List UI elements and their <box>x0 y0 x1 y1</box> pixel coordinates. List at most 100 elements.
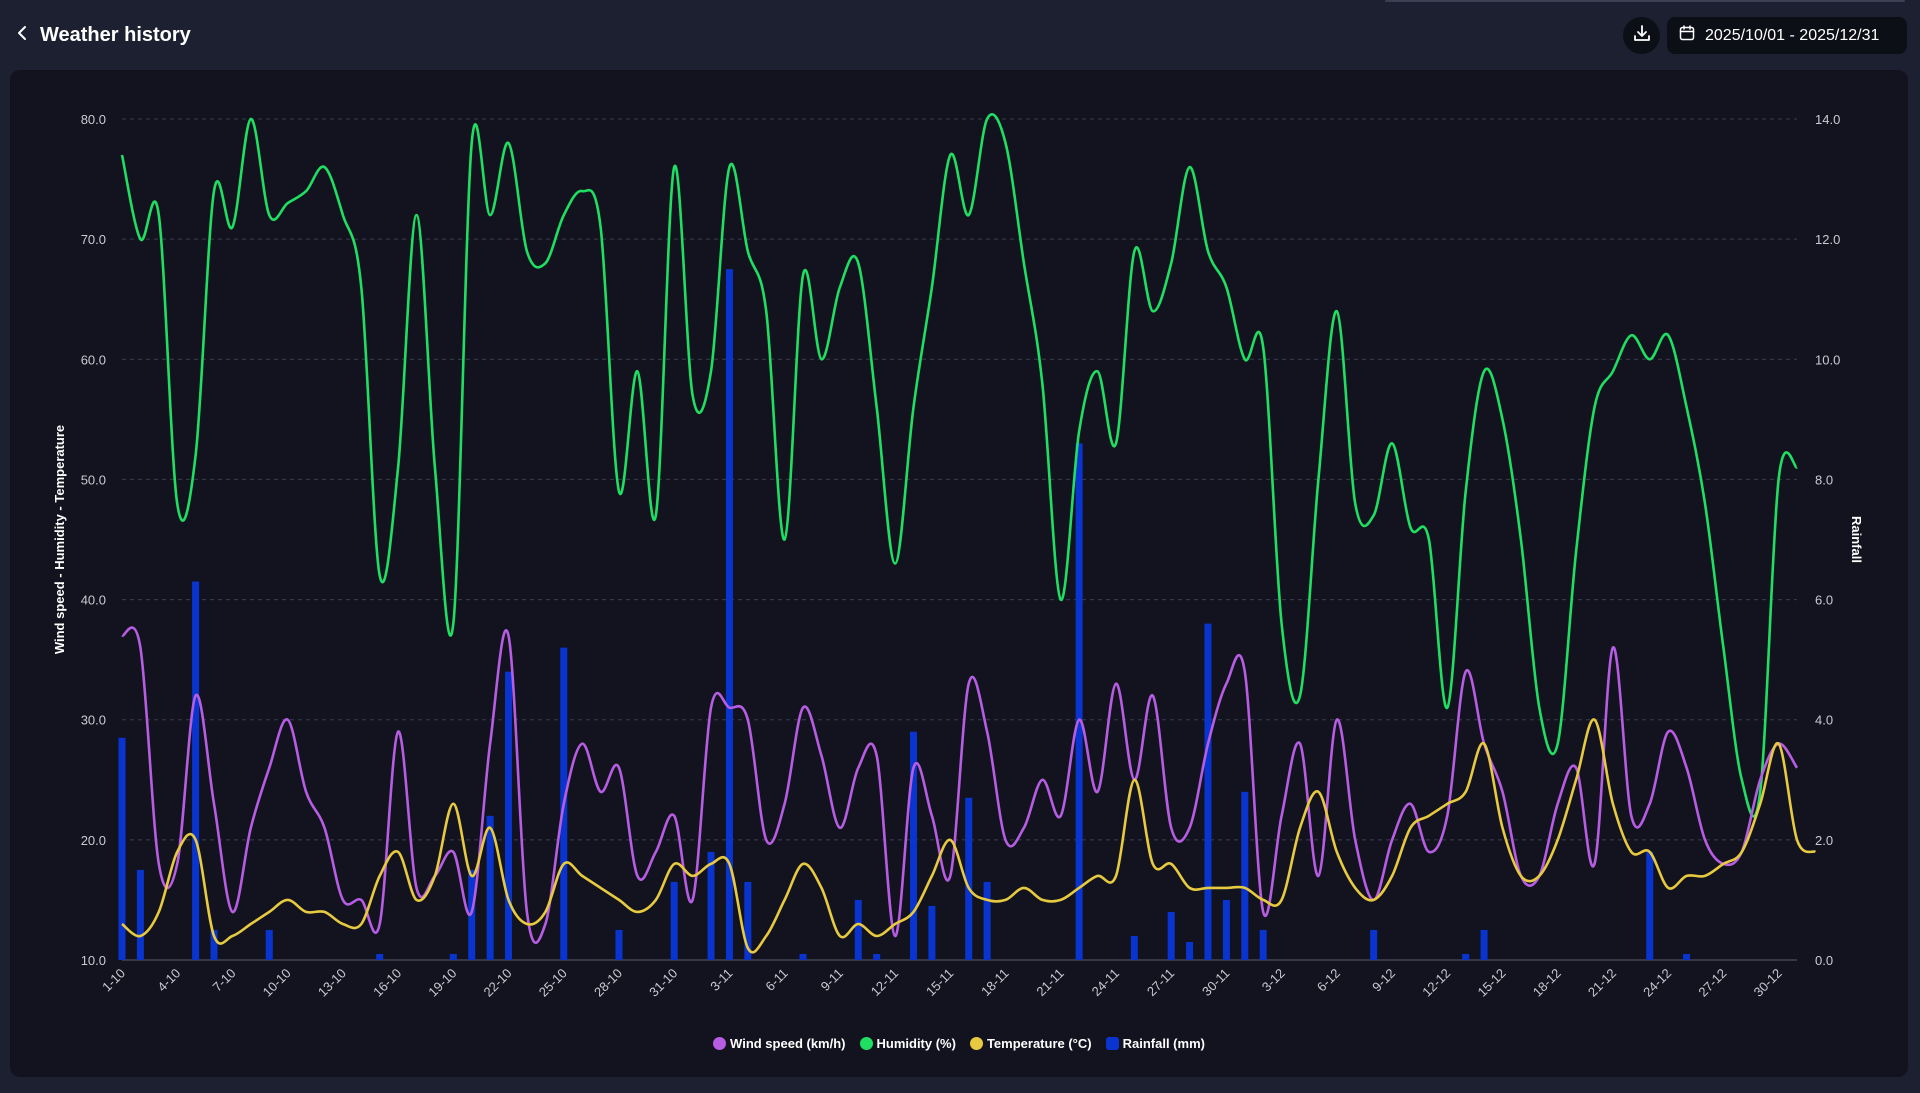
y2-tick-label: 0.0 <box>1815 953 1833 968</box>
x-tick-label: 3-12 <box>1259 966 1288 995</box>
legend-label-humidity: Humidity (%) <box>876 1035 956 1051</box>
wind-speed-line <box>120 626 1799 945</box>
x-tick-label: 30-12 <box>1751 966 1785 1000</box>
rainfall-bar <box>1462 953 1470 960</box>
page-title: Weather history <box>40 24 191 46</box>
x-tick-label: 3-11 <box>707 966 735 994</box>
x-tick-label: 15-12 <box>1474 966 1508 1000</box>
chevron-left-icon <box>15 25 29 46</box>
rainfall-bar <box>873 953 881 960</box>
x-tick-label: 27-12 <box>1695 966 1729 1000</box>
humidity-line <box>120 113 1799 818</box>
y2-tick-label: 14.0 <box>1815 112 1840 127</box>
x-tick-label: 24-11 <box>1089 966 1122 999</box>
x-tick-label: 9-11 <box>818 966 846 994</box>
x-tick-label: 25-10 <box>536 966 570 1000</box>
rainfall-bar <box>928 905 936 960</box>
rainfall-bar <box>1222 899 1230 960</box>
rainfall-bar <box>265 929 273 960</box>
calendar-icon <box>1679 25 1695 46</box>
x-tick-label: 22-10 <box>481 966 515 1000</box>
x-tick-label: 4-10 <box>154 966 183 995</box>
weather-chart: 10.0 20.0 30.0 40.0 50.0 60.0 70.0 80.0 0.0 2.0 4.… <box>52 112 1864 1000</box>
x-tick-label: 6-12 <box>1314 966 1343 995</box>
grid-layer <box>122 118 1797 961</box>
top-bar: Weather history 2025/10/01 - 2025/12/31 <box>0 0 1920 70</box>
rainfall-bar <box>1186 941 1194 960</box>
rainfall-bar <box>505 671 513 960</box>
x-tick-label: 31-10 <box>646 966 680 1000</box>
rainfall-bar <box>725 269 733 960</box>
rainfall-bar <box>854 899 862 960</box>
date-range-label: 2025/10/01 - 2025/12/31 <box>1705 26 1880 44</box>
y2-tick-label: 8.0 <box>1815 472 1833 487</box>
y-tick-label: 20.0 <box>81 833 106 848</box>
rainfall-bar <box>965 797 973 960</box>
legend-label-wind: Wind speed (km/h) <box>730 1035 846 1051</box>
x-tick-label: 7-10 <box>210 966 239 995</box>
legend-label-temperature: Temperature (°C) <box>986 1035 1092 1051</box>
x-tick-label: 16-10 <box>370 966 404 1000</box>
top-divider <box>1385 0 1905 2</box>
rainfall-bar <box>1130 935 1138 960</box>
rainfall-bar <box>449 953 457 960</box>
y-tick-label: 40.0 <box>81 593 106 608</box>
y2-axis-title: Rainfall <box>1849 516 1864 563</box>
x-tick-label: 12-11 <box>868 966 901 999</box>
y2-tick-label: 6.0 <box>1815 593 1833 608</box>
x-tick-label: 15-11 <box>923 966 956 999</box>
y-tick-label: 30.0 <box>81 713 106 728</box>
rainfall-bar <box>1204 623 1212 960</box>
rainfall-bar <box>670 881 678 960</box>
x-tick-label: 18-12 <box>1530 966 1564 1000</box>
legend-item-humidity[interactable]: Humidity (%) <box>859 1035 956 1051</box>
x-tick-label: 6-11 <box>762 966 790 994</box>
y2-tick-label: 12.0 <box>1815 232 1840 247</box>
x-tick-label: 30-11 <box>1199 966 1232 999</box>
rainfall-bar <box>136 869 144 960</box>
rainfall-bar <box>486 815 494 960</box>
rainfall-bar <box>615 929 623 960</box>
x-tick-label: 13-10 <box>315 966 349 1000</box>
y2-tick-label: 2.0 <box>1815 833 1833 848</box>
legend-swatch-temperature <box>969 1036 983 1050</box>
y-tick-label: 10.0 <box>81 953 106 968</box>
legend-swatch-humidity <box>859 1036 873 1050</box>
x-tick-label: 24-12 <box>1640 966 1674 1000</box>
download-icon <box>1632 23 1652 48</box>
rainfall-bar <box>1646 851 1654 960</box>
date-range-picker[interactable]: 2025/10/01 - 2025/12/31 <box>1667 17 1907 54</box>
rainfall-bar <box>1370 929 1378 960</box>
legend-item-rainfall[interactable]: Rainfall (mm) <box>1105 1036 1205 1051</box>
chart-legend: Wind speed (km/h) Humidity (%) Temperatu… <box>10 1030 1908 1056</box>
rainfall-bars <box>118 269 1691 960</box>
legend-item-temperature[interactable]: Temperature (°C) <box>969 1035 1092 1051</box>
rainfall-bar <box>118 737 126 960</box>
rainfall-bar <box>468 869 476 960</box>
rainfall-bar <box>210 929 218 960</box>
x-tick-label: 9-12 <box>1369 966 1398 995</box>
legend-swatch-rainfall <box>1105 1036 1119 1050</box>
y2-tick-label: 10.0 <box>1815 352 1840 367</box>
series-lines <box>120 113 1817 954</box>
rainfall-bar <box>1167 911 1175 960</box>
rainfall-bar <box>1259 929 1267 960</box>
x-tick-label: 12-12 <box>1419 966 1453 1000</box>
legend-item-wind[interactable]: Wind speed (km/h) <box>713 1035 846 1051</box>
x-tick-label: 27-11 <box>1144 966 1177 999</box>
rainfall-bar <box>1480 929 1488 960</box>
x-tick-label: 21-11 <box>1033 966 1066 999</box>
rainfall-bar <box>744 881 752 960</box>
y-tick-label: 50.0 <box>81 472 106 487</box>
back-button[interactable] <box>10 20 34 50</box>
chart-panel: 10.0 20.0 30.0 40.0 50.0 60.0 70.0 80.0 0.0 2.0 4.… <box>10 70 1908 1077</box>
rainfall-bar <box>707 851 715 960</box>
rainfall-bar <box>1683 953 1691 960</box>
rainfall-bar <box>376 953 384 960</box>
x-tick-label: 28-10 <box>591 966 625 1000</box>
temperature-line <box>121 718 1817 954</box>
x-tick-label: 1-10 <box>99 966 128 995</box>
rainfall-bar <box>909 731 917 960</box>
download-button[interactable] <box>1623 17 1660 54</box>
y-axis-title: Wind speed - Humidity - Temperature <box>52 425 67 654</box>
